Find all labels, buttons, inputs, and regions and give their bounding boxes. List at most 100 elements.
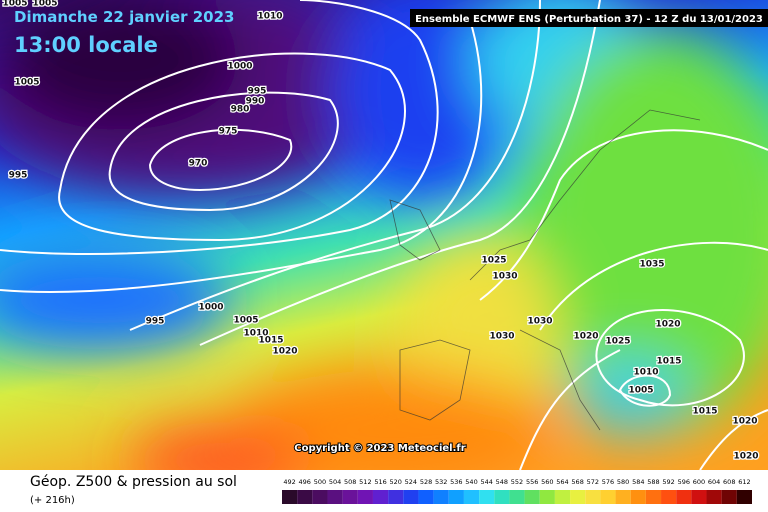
scale-label: 512 — [359, 478, 371, 486]
isobar-label: 1015 — [656, 357, 681, 367]
scale-swatch — [403, 490, 419, 504]
isobar-label: 1030 — [492, 272, 517, 282]
isobar-label: 1030 — [489, 332, 514, 342]
isobar-label: 1005 — [2, 0, 27, 9]
scale-label: 552 — [511, 478, 523, 486]
scale-swatch — [433, 490, 449, 504]
scale-label: 532 — [435, 478, 447, 486]
isobar-label: 1000 — [198, 303, 223, 313]
scale-label: 560 — [541, 478, 553, 486]
scale-label: 584 — [632, 478, 644, 486]
scale-label: 612 — [738, 478, 750, 486]
scale-swatch — [509, 490, 525, 504]
scale-label: 520 — [389, 478, 401, 486]
isobar-label: 1030 — [527, 317, 552, 327]
scale-label: 576 — [602, 478, 614, 486]
scale-swatch — [418, 490, 434, 504]
scale-swatch — [736, 490, 752, 504]
scale-label: 572 — [587, 478, 599, 486]
scale-swatch — [357, 490, 373, 504]
scale-label: 496 — [299, 478, 311, 486]
time: 13:00 locale — [14, 33, 158, 57]
scale-swatch — [661, 490, 677, 504]
scale-label: 608 — [723, 478, 735, 486]
isobar-label: 1020 — [655, 320, 680, 330]
scale-swatch — [297, 490, 313, 504]
scale-swatch — [524, 490, 540, 504]
scale-swatch — [448, 490, 464, 504]
run-banner — [410, 9, 768, 27]
scale-swatch — [282, 490, 298, 504]
scale-label: 600 — [693, 478, 705, 486]
isobar-label: 1010 — [633, 368, 658, 378]
scale-swatch — [342, 490, 358, 504]
scale-label: 564 — [556, 478, 568, 486]
scale-label: 536 — [450, 478, 462, 486]
scale-swatch — [372, 490, 389, 504]
scale-swatch — [600, 490, 616, 504]
isobar-label: 1005 — [14, 78, 39, 88]
scale-label: 596 — [678, 478, 690, 486]
scale-swatch — [645, 490, 662, 504]
isobar-label: 1000 — [227, 62, 252, 72]
scale-swatch — [494, 490, 510, 504]
scale-swatch — [479, 490, 495, 504]
scale-label: 592 — [662, 478, 674, 486]
scale-swatch — [539, 490, 555, 504]
scale-label: 524 — [405, 478, 417, 486]
isobars — [0, 0, 768, 470]
isobar-label: 1015 — [258, 336, 283, 346]
scale-swatch — [585, 490, 601, 504]
run-info: Ensemble ECMWF ENS (Perturbation 37) - 1… — [415, 14, 763, 25]
color-scale: 492 496 500 504 508 512 516 520 524 528 532 536 540 5… — [282, 478, 752, 504]
isobar-labels: 1005 100510101000995990980975970100599510… — [1, 0, 760, 463]
scale-swatch — [676, 490, 692, 504]
scale-label: 492 — [283, 478, 295, 486]
scale-label: 580 — [617, 478, 629, 486]
scale-label: 500 — [314, 478, 326, 486]
scale-label: 568 — [571, 478, 583, 486]
scale-label: 588 — [647, 478, 659, 486]
scale-swatch — [691, 490, 707, 504]
isobar-label: 1020 — [272, 347, 297, 357]
scale-label: 508 — [344, 478, 356, 486]
isobar-label: 970 — [189, 159, 208, 169]
footer-title: Géop. Z500 & pression au sol — [30, 474, 237, 490]
lead-time: (+ 216h) — [30, 495, 75, 506]
isobar-label: 980 — [231, 105, 250, 115]
scale-label: 604 — [708, 478, 720, 486]
scale-swatch — [554, 490, 571, 504]
isobar-label: 1020 — [733, 452, 758, 462]
scale-swatch — [706, 490, 722, 504]
scale-swatch — [312, 490, 328, 504]
isobar-label: 1015 — [692, 407, 717, 417]
scale-swatch — [721, 490, 737, 504]
scale-label: 556 — [526, 478, 538, 486]
scale-label: 548 — [496, 478, 508, 486]
scale-swatch — [463, 490, 480, 504]
date: Dimanche 22 janvier 2023 — [14, 8, 235, 26]
isobar-label: 1035 — [639, 260, 664, 270]
isobar-label: 1005 — [628, 386, 653, 396]
scale-label: 516 — [374, 478, 386, 486]
isobar-label: 995 — [146, 317, 165, 327]
map-field — [0, 0, 768, 490]
isobar-label: 1020 — [732, 417, 757, 427]
coastlines — [389, 109, 701, 431]
isobar-label: 995 — [248, 87, 267, 97]
scale-swatch — [630, 490, 646, 504]
isobar-label: 1025 — [481, 256, 506, 266]
isobar-label: 1005 — [32, 0, 57, 9]
isobar-label: 1005 — [233, 316, 258, 326]
scale-label: 504 — [329, 478, 341, 486]
scale-swatch — [570, 490, 586, 504]
isobar-label: 1010 — [257, 12, 282, 22]
scale-swatch — [327, 490, 343, 504]
copyright: Copyright © 2023 Meteociel.fr — [294, 443, 465, 454]
scale-swatch — [388, 490, 404, 504]
scale-label: 544 — [480, 478, 492, 486]
scale-swatch — [615, 490, 631, 504]
isobar-label: 1025 — [605, 337, 630, 347]
